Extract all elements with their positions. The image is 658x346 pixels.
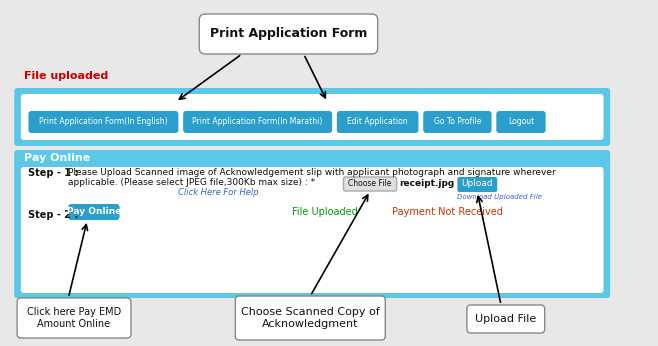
- FancyBboxPatch shape: [14, 88, 610, 146]
- Text: Upload: Upload: [461, 180, 493, 189]
- Text: File uploaded: File uploaded: [24, 71, 108, 81]
- Text: Payment Not Received: Payment Not Received: [392, 207, 503, 217]
- FancyBboxPatch shape: [183, 111, 332, 133]
- FancyBboxPatch shape: [68, 204, 120, 220]
- FancyBboxPatch shape: [21, 167, 603, 293]
- Text: Pay Online: Pay Online: [24, 153, 90, 163]
- Text: Step - 1 :: Step - 1 :: [28, 168, 79, 178]
- FancyBboxPatch shape: [28, 111, 178, 133]
- Text: Step - 2 :: Step - 2 :: [28, 210, 79, 220]
- FancyBboxPatch shape: [467, 305, 545, 333]
- Text: Go To Profile: Go To Profile: [434, 118, 481, 127]
- FancyBboxPatch shape: [423, 111, 492, 133]
- FancyBboxPatch shape: [21, 94, 603, 140]
- Text: Logout: Logout: [508, 118, 534, 127]
- Text: Please Upload Scanned image of Acknowledgement slip with applicant photograph an: Please Upload Scanned image of Acknowled…: [68, 168, 556, 177]
- FancyBboxPatch shape: [343, 177, 397, 191]
- Text: Click here Pay EMD
Amount Online: Click here Pay EMD Amount Online: [27, 307, 121, 329]
- FancyBboxPatch shape: [236, 296, 386, 340]
- Text: Print Application Form(In Marathi): Print Application Form(In Marathi): [192, 118, 323, 127]
- FancyBboxPatch shape: [496, 111, 545, 133]
- FancyBboxPatch shape: [199, 14, 378, 54]
- Text: Click Here For Help: Click Here For Help: [178, 188, 259, 197]
- FancyBboxPatch shape: [17, 298, 131, 338]
- Text: receipt.jpg: receipt.jpg: [399, 180, 455, 189]
- Text: Download Uploaded File: Download Uploaded File: [457, 194, 542, 200]
- Text: Edit Application: Edit Application: [347, 118, 408, 127]
- Text: Pay Online: Pay Online: [66, 208, 121, 217]
- Text: Upload File: Upload File: [475, 314, 536, 324]
- FancyBboxPatch shape: [457, 177, 497, 192]
- Text: Print Application Form: Print Application Form: [210, 27, 367, 40]
- Text: Choose Scanned Copy of
Acknowledgment: Choose Scanned Copy of Acknowledgment: [241, 307, 380, 329]
- FancyBboxPatch shape: [14, 150, 610, 298]
- FancyBboxPatch shape: [337, 111, 418, 133]
- Text: Print Application Form(In English): Print Application Form(In English): [39, 118, 168, 127]
- Text: File Uploaded: File Uploaded: [291, 207, 357, 217]
- Text: Choose File: Choose File: [348, 180, 392, 189]
- Text: applicable. (Please select JPEG file,300Kb max size) : *: applicable. (Please select JPEG file,300…: [68, 178, 315, 187]
